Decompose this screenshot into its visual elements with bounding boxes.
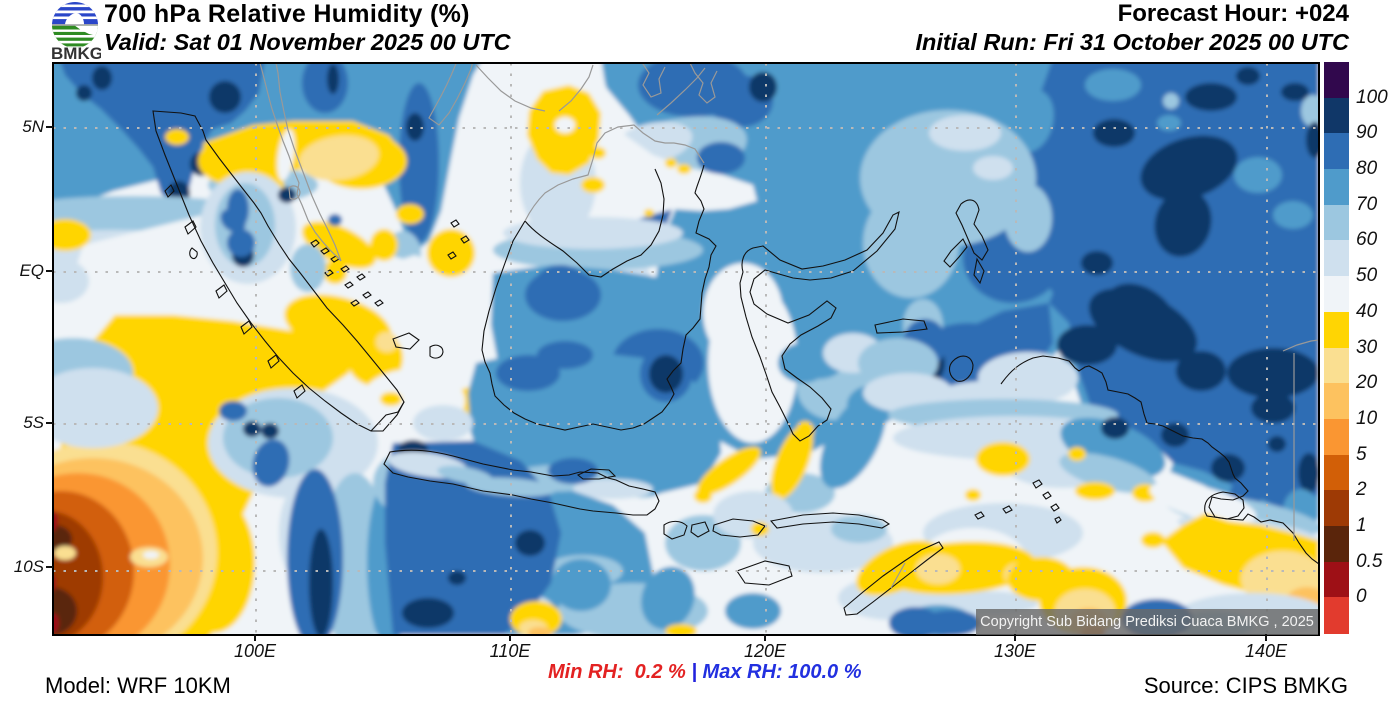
svg-text:BMKG: BMKG	[51, 44, 101, 61]
